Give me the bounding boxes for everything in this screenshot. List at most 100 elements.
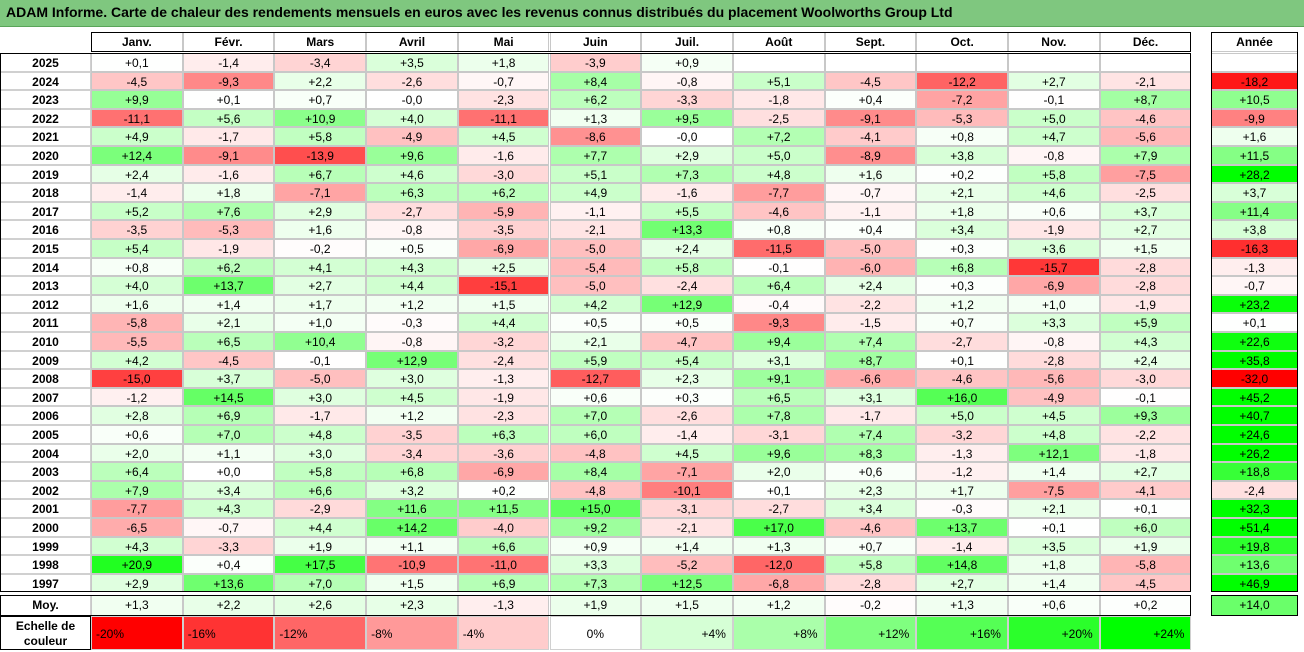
heatmap-cell: +6,0 <box>549 425 642 444</box>
heatmap-cell: -3,6 <box>457 443 550 463</box>
heatmap-cell: +3,0 <box>274 443 367 463</box>
annual-cell: +10,5 <box>1211 90 1298 109</box>
heatmap-cell: +0,1 <box>182 90 275 109</box>
average-cell: +1,2 <box>732 595 825 616</box>
heatmap-cell: +2,0 <box>91 443 183 463</box>
heatmap-cell: +7,0 <box>182 425 275 444</box>
heatmap-cell: -0,8 <box>366 332 458 351</box>
color-scale-step: +4% <box>641 616 733 650</box>
heatmap-cell: -2,1 <box>1099 71 1192 91</box>
heatmap-cell: -1,9 <box>182 239 275 258</box>
heatmap-cell: +20,9 <box>91 555 183 574</box>
heatmap-cell: +2,1 <box>1008 499 1100 518</box>
heatmap-cell: +2,1 <box>182 313 275 332</box>
heatmap-cell: -11,1 <box>91 108 183 128</box>
heatmap-cell: +6,0 <box>1099 518 1192 537</box>
heatmap-cell: +1,8 <box>916 201 1008 221</box>
heatmap-cell: +6,2 <box>457 183 550 202</box>
annual-cell: +13,6 <box>1211 555 1298 574</box>
heatmap-cell: +3,4 <box>916 220 1008 239</box>
heatmap-cell: -15,0 <box>91 369 183 388</box>
year-label: 2004 <box>0 443 91 463</box>
annual-cell: +23,2 <box>1211 294 1298 314</box>
heatmap-cell: +1,1 <box>366 536 458 556</box>
heatmap-cell: -8,6 <box>549 127 642 146</box>
heatmap-cell: +13,7 <box>916 518 1008 537</box>
heatmap-cell: +5,8 <box>641 257 733 277</box>
heatmap-cell: +0,6 <box>1008 201 1100 221</box>
heatmap-cell: +11,5 <box>457 499 550 518</box>
month-header: Mars <box>274 32 367 52</box>
heatmap-cell: +5,9 <box>549 350 642 370</box>
heatmap-cell: +4,9 <box>91 127 183 146</box>
color-scale-step: +16% <box>916 616 1008 650</box>
heatmap-cell: -2,7 <box>732 499 825 518</box>
heatmap-cell: -1,4 <box>91 183 183 202</box>
heatmap-cell: +5,0 <box>916 406 1008 425</box>
heatmap-cell: +6,2 <box>549 90 642 109</box>
heatmap-cell: -2,2 <box>1099 425 1192 444</box>
color-scale-step: 0% <box>549 616 642 650</box>
heatmap-cell: -4,8 <box>549 443 642 463</box>
heatmap-cell: +3,3 <box>549 555 642 574</box>
heatmap-cell: +5,1 <box>549 164 642 184</box>
heatmap-cell: +1,8 <box>182 183 275 202</box>
heatmap-cell: -11,5 <box>732 239 825 258</box>
heatmap-cell: +2,7 <box>1008 71 1100 91</box>
heatmap-cell: -2,8 <box>1008 350 1100 370</box>
heatmap-cell: -6,6 <box>824 369 917 388</box>
year-label: 2008 <box>0 369 91 388</box>
annual-cell: +19,8 <box>1211 536 1298 556</box>
annual-cell: +22,6 <box>1211 332 1298 351</box>
heatmap-cell: +8,4 <box>549 71 642 91</box>
average-cell: +2,6 <box>274 595 367 616</box>
year-label: 2021 <box>0 127 91 146</box>
heatmap-cell: +2,0 <box>732 462 825 481</box>
heatmap-cell: -3,3 <box>182 536 275 556</box>
heatmap-cell: +1,6 <box>274 220 367 239</box>
heatmap-cell: +6,3 <box>457 425 550 444</box>
heatmap-cell: +0,8 <box>91 257 183 277</box>
heatmap-cell: +2,4 <box>1099 350 1192 370</box>
heatmap-cell: -2,5 <box>732 108 825 128</box>
annual-cell: +32,3 <box>1211 499 1298 518</box>
heatmap-cell: -4,8 <box>549 480 642 500</box>
heatmap-cell: +3,0 <box>366 369 458 388</box>
heatmap-cell: -1,9 <box>1099 294 1192 314</box>
heatmap-cell: +4,8 <box>1008 425 1100 444</box>
month-header: Oct. <box>916 32 1008 52</box>
chart-title: ADAM Informe. Carte de chaleur des rende… <box>6 4 953 20</box>
month-header: Mai <box>457 32 550 52</box>
heatmap-cell: +2,3 <box>641 369 733 388</box>
heatmap-cell: +9,4 <box>732 332 825 351</box>
heatmap-cell: +5,2 <box>91 201 183 221</box>
average-cell: +1,5 <box>641 595 733 616</box>
heatmap-cell: -1,8 <box>732 90 825 109</box>
heatmap-cell: +9,9 <box>91 90 183 109</box>
color-scale-step: +12% <box>824 616 917 650</box>
heatmap-cell: -3,4 <box>274 53 367 72</box>
heatmap-cell: -5,0 <box>549 239 642 258</box>
heatmap-cell: -1,9 <box>1008 220 1100 239</box>
heatmap-cell: -2,9 <box>274 499 367 518</box>
annual-cell: +11,5 <box>1211 146 1298 165</box>
average-cell: -0,2 <box>824 595 917 616</box>
year-label: 2001 <box>0 499 91 518</box>
heatmap-cell: +7,8 <box>732 406 825 425</box>
heatmap-cell: +4,5 <box>1008 406 1100 425</box>
heatmap-cell: +6,4 <box>91 462 183 481</box>
heatmap-cell: +2,9 <box>91 573 183 593</box>
heatmap-cell: +6,3 <box>366 183 458 202</box>
heatmap-cell: -0,1 <box>274 350 367 370</box>
month-header: Sept. <box>824 32 917 52</box>
heatmap-cell: -0,4 <box>732 294 825 314</box>
heatmap-cell: -3,9 <box>549 53 642 72</box>
year-label: 2013 <box>0 276 91 295</box>
annual-cell <box>1211 53 1298 72</box>
heatmap-cell: +8,7 <box>1099 90 1192 109</box>
heatmap-cell: +1,3 <box>732 536 825 556</box>
heatmap-cell: +6,5 <box>732 387 825 407</box>
heatmap-cell: +12,4 <box>91 146 183 165</box>
average-annual-cell: +14,0 <box>1211 595 1298 616</box>
month-header: Août <box>732 32 825 52</box>
